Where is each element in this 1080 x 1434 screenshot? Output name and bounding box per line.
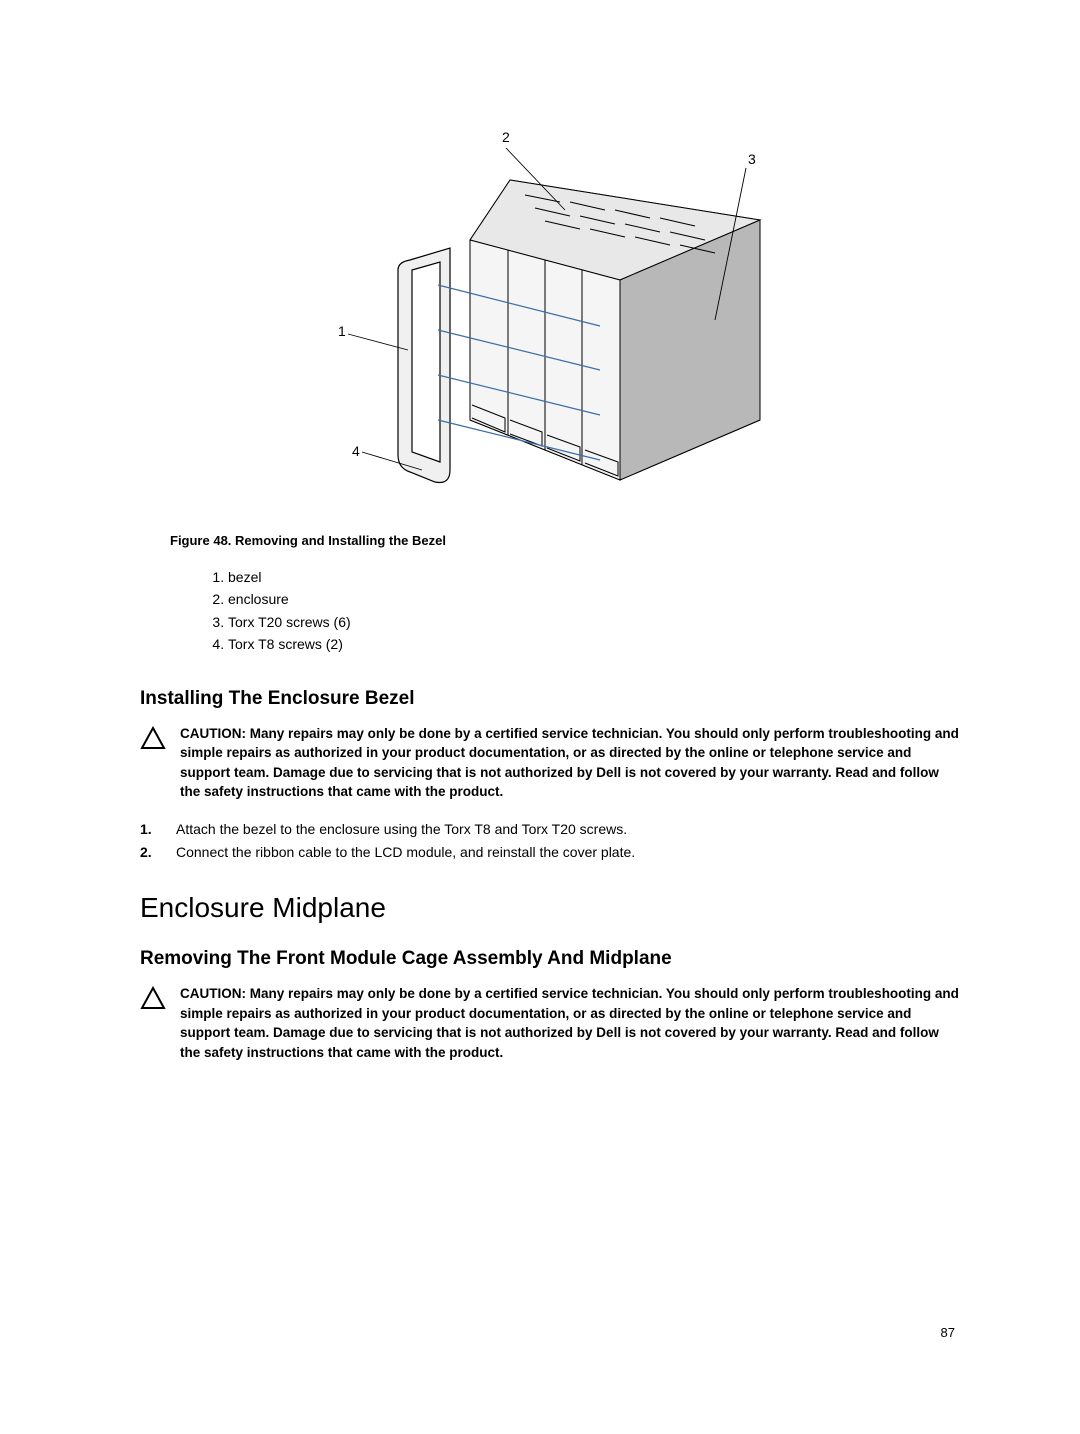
section-heading-remove-midplane: Removing The Front Module Cage Assembly … bbox=[140, 948, 960, 970]
step-item: 1. Attach the bezel to the enclosure usi… bbox=[140, 818, 960, 841]
step-text: Connect the ribbon cable to the LCD modu… bbox=[176, 841, 635, 864]
figure-diagram: 1 2 3 4 bbox=[310, 120, 790, 510]
step-number: 1. bbox=[140, 818, 176, 841]
caution-label: CAUTION: bbox=[180, 726, 246, 741]
callout-4-label: 4 bbox=[352, 443, 360, 459]
document-page: 1 2 3 4 Figure 48. Removing and Installi… bbox=[0, 0, 1080, 1138]
callout-2-label: 2 bbox=[502, 129, 510, 145]
parts-list: bezel enclosure Torx T20 screws (6) Torx… bbox=[210, 566, 960, 656]
part-item: enclosure bbox=[228, 588, 960, 610]
page-number: 87 bbox=[941, 1325, 955, 1340]
caution-text: CAUTION: Many repairs may only be done b… bbox=[180, 984, 960, 1062]
part-item: Torx T20 screws (6) bbox=[228, 611, 960, 633]
caution-label: CAUTION: bbox=[180, 986, 246, 1001]
callout-3-label: 3 bbox=[748, 151, 756, 167]
caution-body: Many repairs may only be done by a certi… bbox=[180, 726, 959, 800]
figure-caption: Figure 48. Removing and Installing the B… bbox=[170, 533, 960, 548]
section-heading-install-bezel: Installing The Enclosure Bezel bbox=[140, 688, 960, 710]
caution-icon bbox=[140, 986, 174, 1015]
step-text: Attach the bezel to the enclosure using … bbox=[176, 818, 627, 841]
caution-body: Many repairs may only be done by a certi… bbox=[180, 986, 959, 1060]
step-item: 2. Connect the ribbon cable to the LCD m… bbox=[140, 841, 960, 864]
part-item: Torx T8 screws (2) bbox=[228, 633, 960, 655]
part-item: bezel bbox=[228, 566, 960, 588]
steps-list-1: 1. Attach the bezel to the enclosure usi… bbox=[140, 818, 960, 864]
callout-1-label: 1 bbox=[338, 323, 346, 339]
step-number: 2. bbox=[140, 841, 176, 864]
caution-block-2: CAUTION: Many repairs may only be done b… bbox=[140, 984, 960, 1062]
caution-block-1: CAUTION: Many repairs may only be done b… bbox=[140, 724, 960, 802]
figure-48: 1 2 3 4 bbox=[140, 120, 960, 515]
caution-icon bbox=[140, 726, 174, 755]
caution-text: CAUTION: Many repairs may only be done b… bbox=[180, 724, 960, 802]
main-heading-midplane: Enclosure Midplane bbox=[140, 892, 960, 924]
